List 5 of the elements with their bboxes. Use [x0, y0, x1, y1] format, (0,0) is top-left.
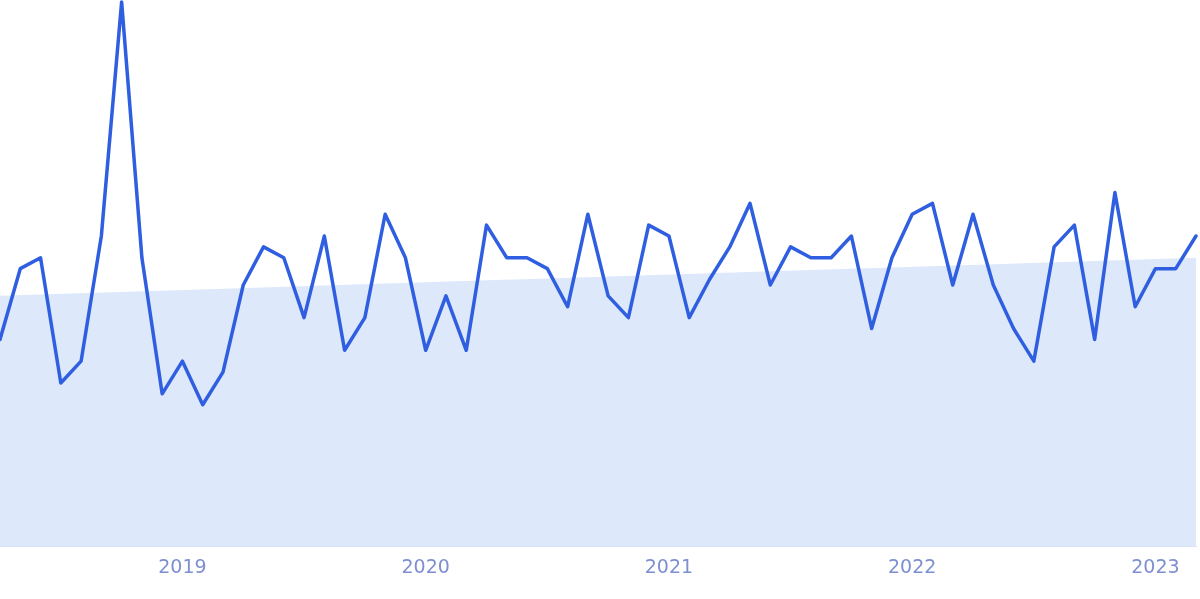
- x-tick-label: 2022: [888, 554, 937, 577]
- x-tick-label: 2023: [1131, 554, 1180, 577]
- x-tick-label: 2020: [401, 554, 450, 577]
- x-tick-label: 2021: [644, 554, 694, 577]
- x-tick-label: 2019: [158, 554, 207, 577]
